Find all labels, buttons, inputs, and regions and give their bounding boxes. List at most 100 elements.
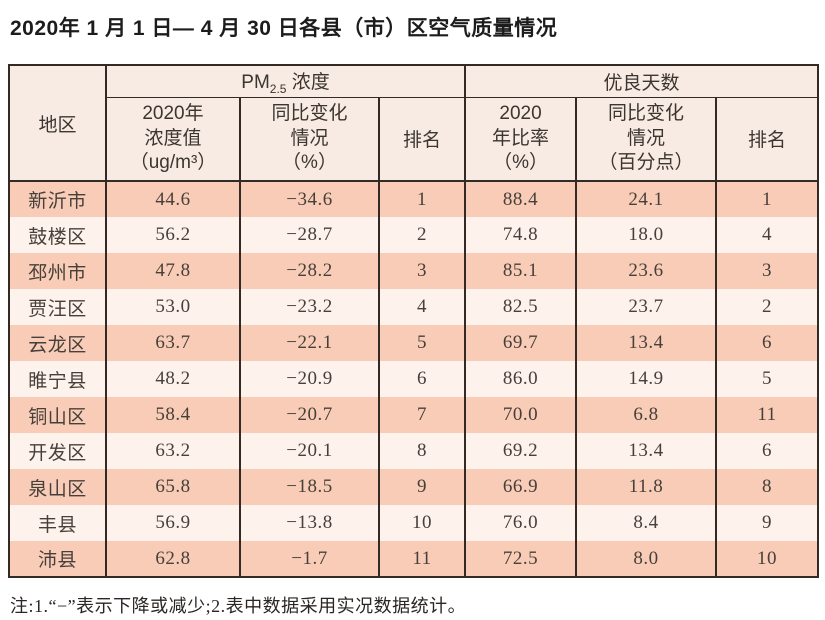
table-header: 地区 PM2.5 浓度 优良天数 2020年 浓度值 （ug/m³） 同比变化 … (8, 65, 820, 182)
pm-value-cell: 56.2 (105, 217, 241, 253)
good-rank-cell: 6 (715, 325, 820, 361)
good-rank-cell: 10 (715, 541, 820, 577)
pm-rank-cell: 11 (377, 541, 467, 577)
pm25-label-suffix: 浓度 (286, 71, 330, 93)
page-title: 2020年 1 月 1 日— 4 月 30 日各县（市）区空气质量情况 (10, 17, 558, 40)
region-cell: 新沂市 (8, 181, 107, 217)
good-ratio-cell: 85.1 (464, 253, 578, 289)
region-cell: 鼓楼区 (8, 217, 107, 253)
good-rank-cell: 6 (715, 433, 820, 469)
pm-change-cell: −28.7 (239, 217, 380, 253)
pm-rank-cell: 2 (377, 217, 467, 253)
table-row: 铜山区 58.4 −20.7 7 70.0 6.8 11 (8, 397, 820, 433)
pm-rank-cell: 10 (377, 505, 467, 541)
region-cell: 铜山区 (8, 397, 107, 433)
good-rank-column-header: 排名 (715, 97, 820, 182)
good-change-cell: 14.9 (575, 361, 718, 397)
pm-change-cell: −20.1 (239, 433, 380, 469)
pm-change-cell: −18.5 (239, 469, 380, 505)
pm-value-cell: 63.7 (105, 325, 241, 361)
region-cell: 邳州市 (8, 253, 107, 289)
pm-value-cell: 65.8 (105, 469, 241, 505)
good-rank-cell: 2 (715, 289, 820, 325)
good-rank-cell: 8 (715, 469, 820, 505)
pm25-label-subscript: 2.5 (269, 81, 287, 96)
table-row: 丰县 56.9 −13.8 10 76.0 8.4 9 (8, 505, 820, 541)
pm-rank-cell: 8 (377, 433, 467, 469)
pm-value-cell: 44.6 (105, 181, 241, 217)
good-ratio-cell: 66.9 (464, 469, 578, 505)
pm-change-cell: −1.7 (239, 541, 380, 577)
good-change-cell: 18.0 (575, 217, 718, 253)
pm-change-cell: −20.9 (239, 361, 380, 397)
table-row: 新沂市 44.6 −34.6 1 88.4 24.1 1 (8, 181, 820, 217)
good-ratio-column-header: 2020 年比率 （%） (464, 97, 578, 182)
good-ratio-cell: 86.0 (464, 361, 578, 397)
good-rank-cell: 1 (715, 181, 820, 217)
pm-value-cell: 62.8 (105, 541, 241, 577)
pm-change-cell: −34.6 (239, 181, 380, 217)
pm-rank-cell: 6 (377, 361, 467, 397)
good-change-cell: 8.4 (575, 505, 718, 541)
pm25-label-prefix: PM (241, 71, 270, 93)
pm-change-cell: −23.2 (239, 289, 380, 325)
good-rank-cell: 9 (715, 505, 820, 541)
pm-change-column-header: 同比变化 情况 （%） (239, 97, 380, 182)
pm-rank-cell: 1 (377, 181, 467, 217)
region-cell: 沛县 (8, 541, 107, 577)
region-cell: 睢宁县 (8, 361, 107, 397)
good-ratio-cell: 70.0 (464, 397, 578, 433)
table-row: 泉山区 65.8 −18.5 9 66.9 11.8 8 (8, 469, 820, 505)
pm-rank-cell: 5 (377, 325, 467, 361)
good-days-group-header: 优良天数 (464, 65, 820, 98)
good-rank-cell: 4 (715, 217, 820, 253)
group-header-row: 地区 PM2.5 浓度 优良天数 (8, 65, 820, 182)
good-change-cell: 11.8 (575, 469, 718, 505)
pm-rank-column-header: 排名 (377, 97, 467, 182)
region-column-header: 地区 (8, 65, 107, 182)
good-ratio-cell: 69.2 (464, 433, 578, 469)
good-rank-cell: 3 (715, 253, 820, 289)
good-change-cell: 13.4 (575, 325, 718, 361)
good-change-cell: 24.1 (575, 181, 718, 217)
region-cell: 贾汪区 (8, 289, 107, 325)
good-rank-cell: 5 (715, 361, 820, 397)
table-row: 鼓楼区 56.2 −28.7 2 74.8 18.0 4 (8, 217, 820, 253)
pm-value-cell: 56.9 (105, 505, 241, 541)
region-cell: 开发区 (8, 433, 107, 469)
good-change-cell: 23.6 (575, 253, 718, 289)
pm-value-cell: 53.0 (105, 289, 241, 325)
good-ratio-cell: 88.4 (464, 181, 578, 217)
pm-rank-cell: 7 (377, 397, 467, 433)
sub-header-row: 2020年 浓度值 （ug/m³） 同比变化 情况 （%） 排名 2020 年比… (9, 97, 820, 182)
table-body: 新沂市 44.6 −34.6 1 88.4 24.1 1 鼓楼区 56.2 −28.7 2 74.8 1… (8, 181, 820, 577)
air-quality-table: 地区 PM2.5 浓度 优良天数 2020年 浓度值 （ug/m³） 同比变化 … (8, 64, 820, 578)
good-ratio-cell: 72.5 (464, 541, 578, 577)
table-row: 开发区 63.2 −20.1 8 69.2 13.4 6 (8, 433, 820, 469)
pm-value-cell: 47.8 (105, 253, 241, 289)
pm-change-cell: −13.8 (239, 505, 380, 541)
good-rank-cell: 11 (715, 397, 820, 433)
region-cell: 丰县 (8, 505, 107, 541)
good-change-cell: 8.0 (575, 541, 718, 577)
pm-value-cell: 48.2 (105, 361, 241, 397)
pm-value-cell: 63.2 (105, 433, 241, 469)
pm-change-cell: −20.7 (239, 397, 380, 433)
pm-rank-cell: 9 (377, 469, 467, 505)
good-change-cell: 13.4 (575, 433, 718, 469)
good-ratio-cell: 82.5 (464, 289, 578, 325)
table-row: 睢宁县 48.2 −20.9 6 86.0 14.9 5 (8, 361, 820, 397)
pm-value-cell: 58.4 (105, 397, 241, 433)
region-cell: 云龙区 (8, 325, 107, 361)
table-row: 云龙区 63.7 −22.1 5 69.7 13.4 6 (8, 325, 820, 361)
good-change-column-header: 同比变化 情况 （百分点） (575, 97, 718, 182)
good-ratio-cell: 69.7 (464, 325, 578, 361)
table-row: 贾汪区 53.0 −23.2 4 82.5 23.7 2 (8, 289, 820, 325)
good-ratio-cell: 74.8 (464, 217, 578, 253)
pm-change-cell: −22.1 (239, 325, 380, 361)
footnote: 注:1.“−”表示下降或减少;2.表中数据采用实况数据统计。 (10, 596, 467, 616)
pm-rank-cell: 3 (377, 253, 467, 289)
pm-rank-cell: 4 (377, 289, 467, 325)
table-row: 邳州市 47.8 −28.2 3 85.1 23.6 3 (8, 253, 820, 289)
